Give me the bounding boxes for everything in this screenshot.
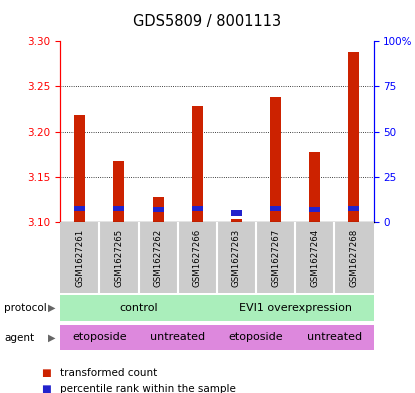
Bar — [270, 206, 281, 211]
Bar — [74, 206, 85, 211]
Text: percentile rank within the sample: percentile rank within the sample — [60, 384, 236, 393]
Text: ▶: ▶ — [48, 303, 56, 313]
Text: etoposide: etoposide — [72, 332, 127, 342]
Bar — [231, 219, 242, 222]
Bar — [309, 152, 320, 222]
Text: EVI1 overexpression: EVI1 overexpression — [239, 303, 352, 312]
Text: untreated: untreated — [150, 332, 205, 342]
Text: GSM1627268: GSM1627268 — [349, 228, 359, 286]
Bar — [113, 161, 124, 222]
Bar — [192, 107, 203, 222]
Bar — [231, 210, 242, 216]
Bar — [349, 52, 359, 222]
Bar — [217, 296, 374, 321]
Text: GSM1627262: GSM1627262 — [154, 228, 163, 286]
Bar — [60, 296, 217, 321]
Bar — [309, 207, 320, 212]
Text: etoposide: etoposide — [229, 332, 283, 342]
Bar — [74, 116, 85, 222]
Text: GSM1627267: GSM1627267 — [271, 228, 280, 286]
Bar — [295, 325, 374, 350]
Text: ■: ■ — [42, 368, 51, 378]
Text: GSM1627261: GSM1627261 — [75, 228, 84, 286]
Text: GDS5809 / 8001113: GDS5809 / 8001113 — [134, 14, 281, 29]
Text: GSM1627263: GSM1627263 — [232, 228, 241, 286]
Text: ▶: ▶ — [48, 332, 56, 343]
Text: untreated: untreated — [307, 332, 362, 342]
Text: protocol: protocol — [4, 303, 47, 313]
Bar — [217, 325, 295, 350]
Text: GSM1627266: GSM1627266 — [193, 228, 202, 286]
Bar — [139, 325, 217, 350]
Bar — [113, 206, 124, 211]
Text: agent: agent — [4, 332, 34, 343]
Bar — [60, 325, 139, 350]
Text: ■: ■ — [42, 384, 51, 393]
Text: transformed count: transformed count — [60, 368, 157, 378]
Text: GSM1627264: GSM1627264 — [310, 228, 319, 286]
Bar — [153, 197, 164, 222]
Text: control: control — [119, 303, 158, 312]
Bar — [192, 206, 203, 211]
Bar — [270, 97, 281, 222]
Bar — [349, 206, 359, 211]
Text: GSM1627265: GSM1627265 — [115, 228, 123, 286]
Bar — [153, 207, 164, 212]
